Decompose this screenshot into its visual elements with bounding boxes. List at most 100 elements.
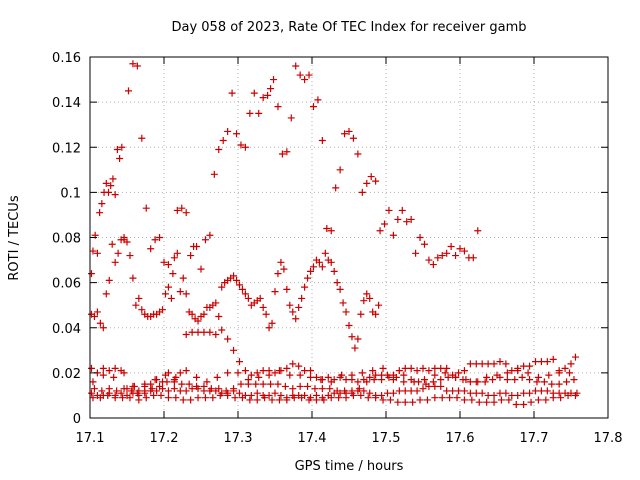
data-point xyxy=(147,245,155,253)
data-point xyxy=(419,364,427,372)
data-point xyxy=(187,396,195,404)
data-point xyxy=(109,175,117,183)
data-point xyxy=(117,389,125,397)
data-point xyxy=(90,385,98,393)
data-point xyxy=(87,364,95,372)
data-point xyxy=(312,373,320,381)
data-point xyxy=(409,398,417,406)
data-point xyxy=(265,371,273,379)
data-point xyxy=(278,150,286,158)
data-point xyxy=(413,367,421,375)
data-point xyxy=(113,387,121,395)
data-point xyxy=(296,382,304,390)
data-point xyxy=(385,206,393,214)
data-point xyxy=(246,396,254,404)
data-point xyxy=(437,382,445,390)
data-point xyxy=(403,218,411,226)
data-point xyxy=(250,89,258,97)
data-point xyxy=(113,146,121,154)
data-point xyxy=(304,274,312,282)
data-point xyxy=(96,319,104,327)
data-point xyxy=(366,373,374,381)
data-point xyxy=(182,387,190,395)
data-point xyxy=(301,367,309,375)
data-point xyxy=(474,227,482,235)
data-point xyxy=(215,146,223,154)
data-point xyxy=(161,371,169,379)
data-point xyxy=(161,290,169,298)
data-point xyxy=(389,389,397,397)
data-point xyxy=(503,369,511,377)
data-point xyxy=(176,369,184,377)
data-point xyxy=(429,378,437,386)
data-point xyxy=(466,360,474,368)
data-point xyxy=(566,369,574,377)
data-point xyxy=(534,373,542,381)
y-tick-label: 0 xyxy=(73,412,81,427)
data-point xyxy=(274,380,282,388)
data-point xyxy=(215,312,223,320)
chart-title: Day 058 of 2023, Rate Of TEC Index for r… xyxy=(171,20,526,35)
data-point xyxy=(318,385,326,393)
data-point xyxy=(156,234,164,241)
data-point xyxy=(452,373,460,381)
data-point xyxy=(514,391,522,399)
data-point xyxy=(341,387,349,395)
data-point xyxy=(407,215,415,223)
data-point xyxy=(497,396,505,404)
data-point xyxy=(187,252,195,260)
data-point xyxy=(502,389,510,397)
data-point xyxy=(126,252,134,260)
data-point xyxy=(298,394,306,402)
data-point xyxy=(564,391,572,399)
y-tick-label: 0.06 xyxy=(52,277,81,292)
data-point xyxy=(407,387,415,395)
data-point xyxy=(434,254,442,262)
data-point xyxy=(283,396,291,404)
data-point xyxy=(230,346,238,354)
data-point xyxy=(520,362,528,370)
data-point xyxy=(395,387,403,395)
data-point xyxy=(511,376,519,384)
data-point xyxy=(194,328,202,336)
data-point xyxy=(200,328,208,336)
data-point xyxy=(224,127,232,135)
data-point xyxy=(182,209,190,217)
data-point xyxy=(389,231,397,239)
data-point xyxy=(372,177,380,185)
data-point xyxy=(133,389,141,397)
data-point xyxy=(420,240,428,248)
data-point xyxy=(524,369,532,377)
data-point xyxy=(468,396,476,404)
data-point xyxy=(163,378,171,386)
data-point xyxy=(381,220,389,228)
data-point xyxy=(401,387,409,395)
data-point xyxy=(472,378,480,386)
data-point xyxy=(179,274,187,282)
data-point xyxy=(235,389,243,397)
data-point xyxy=(133,62,141,70)
data-point xyxy=(496,389,504,397)
data-point xyxy=(378,391,386,399)
data-point xyxy=(543,387,551,395)
data-point xyxy=(173,206,181,214)
data-point xyxy=(235,281,243,289)
data-point xyxy=(206,231,214,239)
data-point xyxy=(289,385,297,393)
data-point xyxy=(395,367,403,375)
data-point xyxy=(268,319,276,327)
data-point xyxy=(438,394,446,402)
data-point xyxy=(96,394,104,402)
data-point xyxy=(93,249,101,257)
data-point xyxy=(537,358,545,366)
data-point xyxy=(372,310,380,318)
data-point xyxy=(307,367,315,375)
data-point xyxy=(320,396,328,404)
data-point xyxy=(176,387,184,395)
data-point xyxy=(502,360,510,368)
data-point xyxy=(281,382,289,390)
data-point xyxy=(172,394,180,402)
data-point xyxy=(222,387,230,395)
data-point xyxy=(119,394,127,402)
grid-lines xyxy=(90,57,608,418)
